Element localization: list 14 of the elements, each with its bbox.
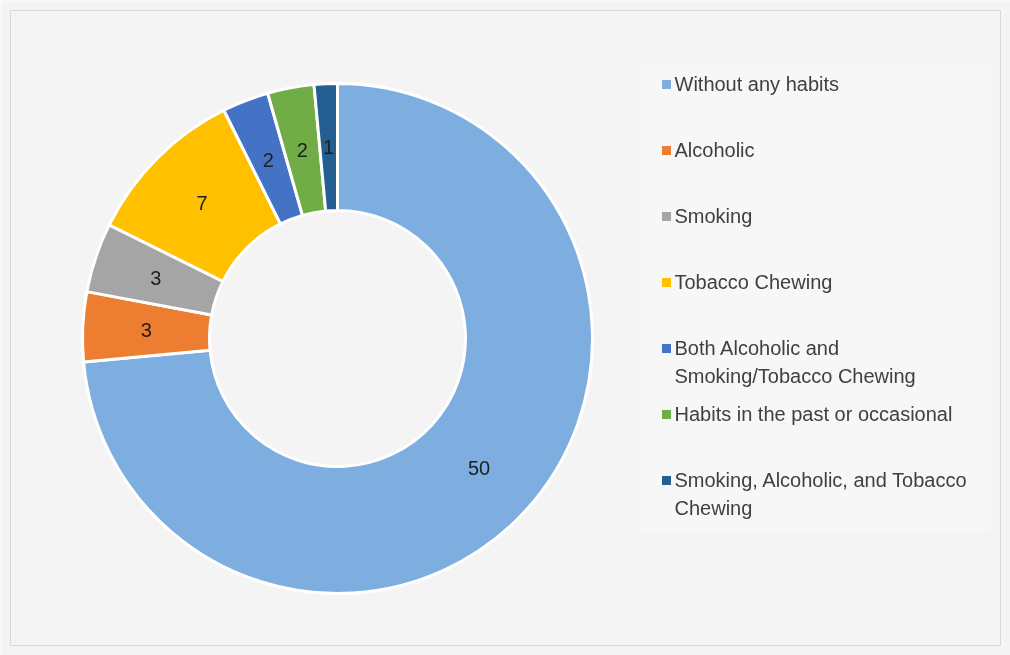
data-label: 7 — [196, 192, 208, 215]
legend-label: Alcoholic — [674, 138, 755, 161]
legend-label: Without any habits — [674, 72, 840, 95]
data-label: 3 — [150, 266, 162, 289]
data-label: 2 — [296, 139, 308, 162]
legend-label: Smoking, Alcoholic, and Tobacco Chewing — [674, 468, 967, 519]
data-label: 50 — [467, 456, 491, 479]
legend-label: Tobacco Chewing — [674, 270, 833, 293]
data-label: 3 — [140, 318, 152, 341]
legend-label: Habits in the past or occasional — [674, 402, 953, 425]
legend-label: Both Alcoholic and Smoking/Tobacco Chewing — [674, 336, 916, 387]
data-label: 1 — [323, 136, 335, 159]
legend-label: Smoking — [674, 204, 753, 227]
data-label: 2 — [262, 148, 274, 171]
